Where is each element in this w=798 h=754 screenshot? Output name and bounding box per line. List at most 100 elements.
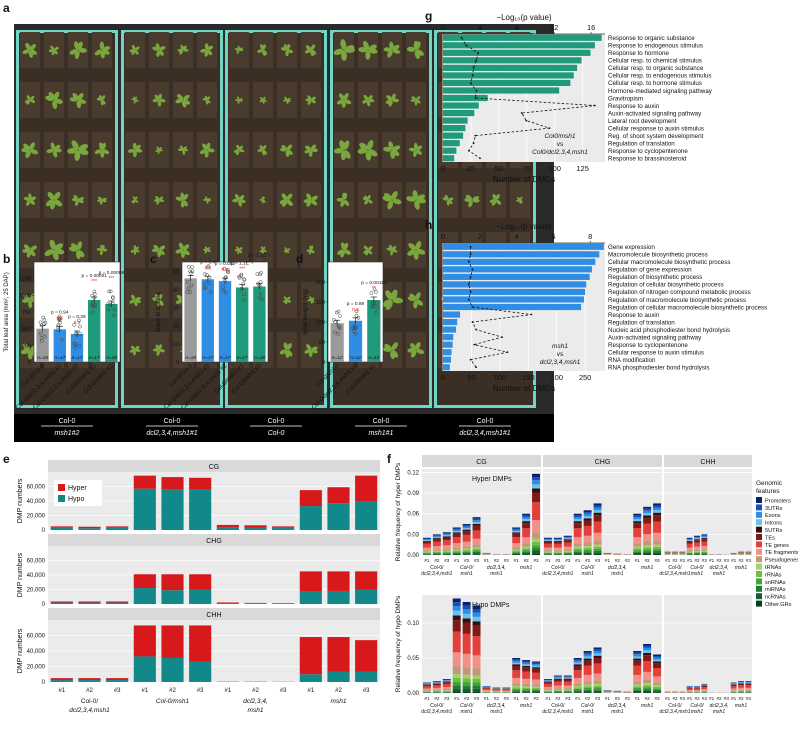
rosette-leaf (387, 50, 393, 58)
feature-segment (532, 661, 541, 663)
feature-segment (573, 521, 582, 524)
data-point (185, 290, 190, 294)
feature-segment (472, 686, 481, 689)
rosette-leaf (155, 196, 160, 201)
rosette-leaf (30, 196, 37, 201)
feature-segment (563, 546, 572, 550)
feature-segment (522, 537, 531, 544)
rosette-leaf (133, 150, 137, 158)
data-point (188, 269, 193, 274)
feature-segment (432, 534, 441, 536)
feature-segment (522, 687, 531, 690)
rosette-leaf (305, 45, 312, 51)
feature-segment (462, 546, 471, 549)
rosette-leaf (205, 100, 209, 105)
term-label: RNA phosphodiester bond hydrolysis (608, 365, 709, 372)
rosette-leaf (257, 49, 263, 53)
pvalue-point (471, 321, 474, 323)
feature-segment (522, 692, 531, 693)
y-tick-label: 10 (173, 342, 179, 348)
term-label: Nucleic acid phosphodiester bond hydroly… (608, 327, 730, 334)
rosette-leaf (363, 249, 368, 254)
rosette-leaf (447, 199, 453, 205)
replicate-label: #2 (252, 688, 259, 694)
feature-segment (653, 515, 662, 522)
feature-segment (573, 546, 582, 549)
rosette-leaf (416, 248, 426, 255)
rosette-leaf (134, 196, 138, 200)
feature-segment (583, 687, 592, 690)
data-point (57, 314, 62, 319)
term-bar (443, 273, 590, 280)
rosette-leaf (204, 50, 209, 57)
rosette-leaf (414, 100, 418, 106)
data-point (258, 280, 263, 284)
rosette-leaf (29, 43, 37, 51)
rosette-leaf (309, 296, 312, 300)
feature-segment (512, 688, 521, 691)
pot-cell (125, 182, 145, 218)
term-bar (443, 356, 451, 363)
replicate-label: #2 (86, 688, 93, 694)
feature-segment (583, 520, 592, 526)
comparison-label: Col0/msh1 (544, 133, 575, 140)
feature-segment (543, 691, 552, 692)
data-point (239, 286, 244, 291)
replicate-label: #3 (565, 558, 571, 563)
pot-cell (44, 82, 64, 118)
replicate-label: #2 (738, 696, 744, 701)
pot-cell (406, 232, 426, 268)
feature-segment (442, 679, 451, 680)
rosette-leaf (415, 41, 421, 50)
rosette-leaf (303, 198, 311, 204)
replicate-label: #1 (424, 696, 430, 701)
feature-segment (633, 654, 642, 657)
feature-segment (472, 538, 481, 545)
rosette-leaf (343, 192, 348, 200)
feature-segment (653, 657, 662, 660)
feature-segment (633, 658, 642, 661)
legend-swatch-hyper (58, 484, 65, 491)
rosette-leaf (363, 245, 369, 251)
pot-cell (92, 32, 112, 68)
feature-segment (738, 683, 744, 684)
pot-cell (68, 232, 88, 268)
rosette-leaf (29, 142, 36, 150)
pot-cell (301, 232, 321, 268)
term-bar (443, 311, 461, 318)
y-tick-label: 50 (319, 340, 325, 346)
rosette-leaf (384, 343, 392, 351)
rosette-leaf (286, 296, 291, 301)
rosette-leaf (159, 245, 166, 251)
term-label: Response to brassinosteroid (608, 156, 687, 163)
term-label: Gravitropism (608, 95, 643, 102)
feature-segment (686, 688, 693, 690)
feature-segment (694, 546, 700, 550)
pot-cell (125, 232, 145, 268)
term-label: Cellular resp. to hormone stimulus (608, 80, 702, 87)
rosette-leaf (338, 93, 345, 100)
feature-segment (730, 684, 737, 685)
legend-label: 5UTRs (765, 528, 783, 534)
feature-segment (543, 690, 552, 692)
feature-segment (593, 544, 602, 547)
feature-segment (432, 685, 441, 688)
rosette-leaf (306, 249, 311, 252)
feature-segment (593, 521, 602, 533)
pot-cell (301, 82, 321, 118)
pvalue-point (477, 51, 480, 54)
legend-label: Introns (765, 521, 782, 527)
rosette-leaf (46, 148, 54, 154)
rosette-leaf (238, 145, 243, 151)
rosette-leaf (183, 249, 190, 256)
term-label: Auxin-activated signaling pathway (608, 110, 702, 117)
significance-label: n.s (352, 307, 359, 313)
feature-segment (633, 652, 642, 655)
feature-segment (583, 525, 592, 536)
rosette-leaf (414, 200, 420, 210)
term-bar (443, 57, 582, 64)
rosette-leaf (30, 99, 36, 104)
data-point (334, 310, 339, 315)
feature-segment (701, 553, 708, 554)
feature-segment (633, 656, 642, 659)
